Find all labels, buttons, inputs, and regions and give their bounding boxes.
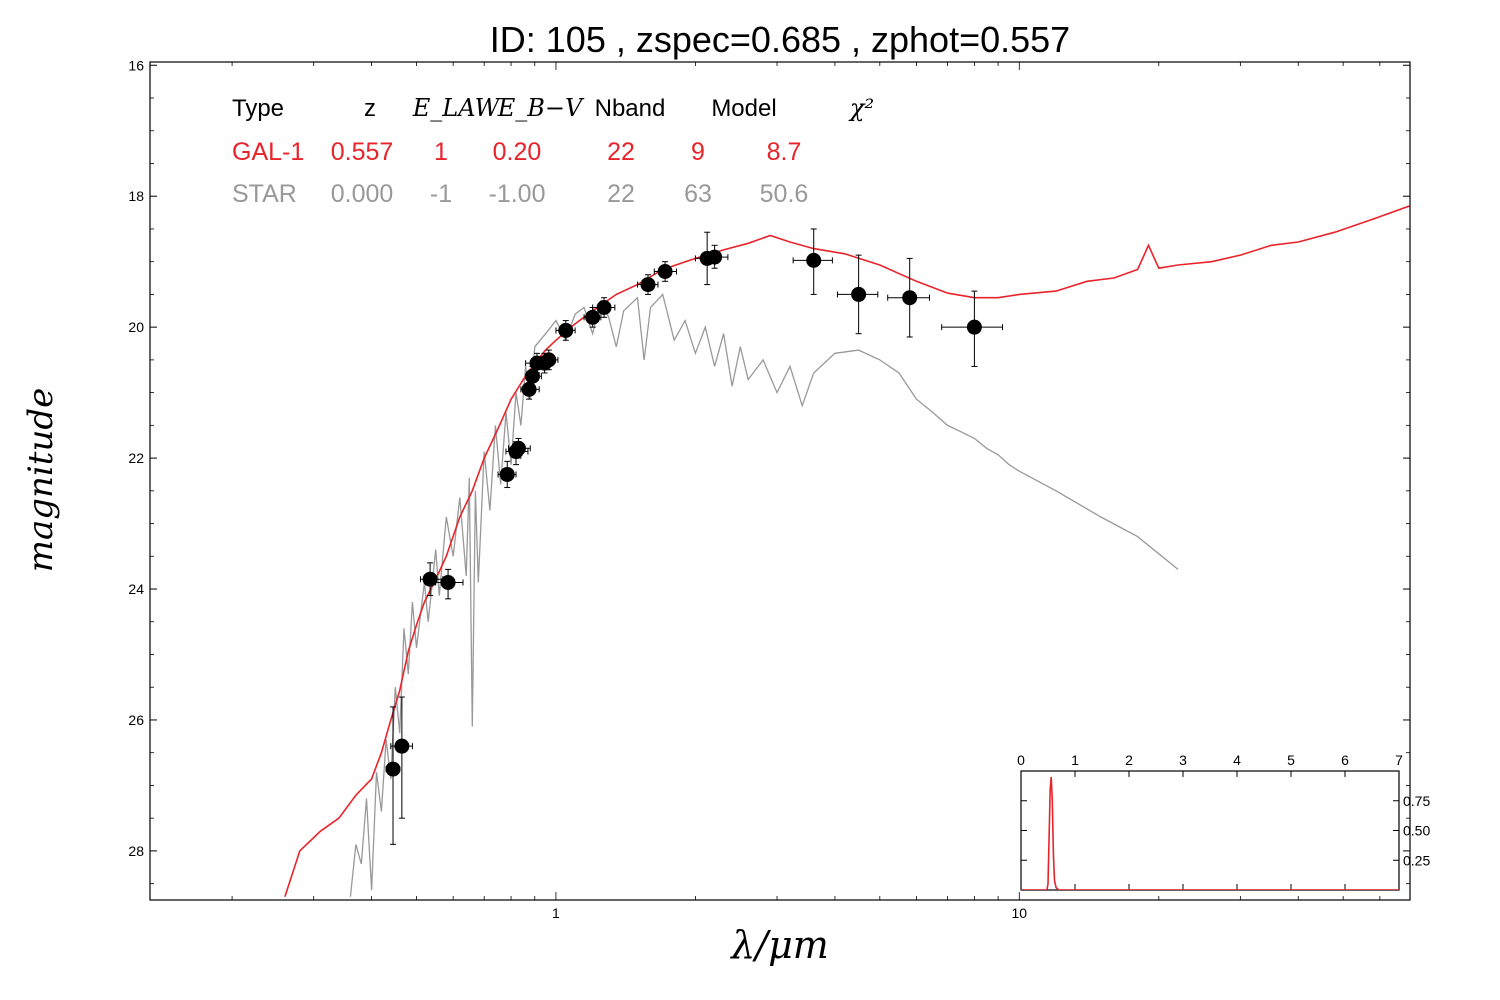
data-point [941,290,1004,367]
data-point-marker [851,286,867,302]
data-point-marker [585,309,601,325]
legend-row-cell: 0.000 [331,180,394,208]
inset-y-tick-label: 0.50 [1403,823,1430,839]
inset-series-layer [1021,776,1399,890]
data-point [385,706,401,845]
legend-header-cell: Nband [595,95,666,122]
legend-row-cell: 1 [434,138,448,166]
data-point-marker [657,264,673,279]
inset-frame [1020,770,1400,891]
data-point [637,274,659,295]
data-point [390,696,413,819]
data-point [555,320,576,341]
data-point-marker [541,352,557,368]
x-tick-label: 10 [1012,905,1028,921]
figure-title: ID: 105 , zspec=0.685 , zphot=0.557 [490,19,1070,60]
y-tick-label: 22 [128,450,144,466]
data-point [583,307,602,328]
x-tick-label: 1 [552,905,560,921]
legend-row-cell: 9 [691,138,705,166]
data-point-marker [394,738,410,754]
data-point [792,228,833,295]
data-point [435,568,464,600]
data-point [653,261,677,282]
x-axis-label: λ/μm [729,923,829,967]
inset-x-tick-label: 6 [1341,752,1349,768]
data-point-marker [521,381,537,397]
data-point-marker [966,319,982,335]
inset-x-tick-label: 0 [1017,752,1025,768]
y-tick-label: 16 [128,57,144,73]
legend-header-cell: z [364,95,376,122]
y-tick-label: 20 [128,319,144,335]
inset-pdz-line [1021,776,1399,890]
legend-header-cell: E_B−V [497,94,585,122]
data-point [508,437,531,459]
legend-row-cell: 63 [684,180,712,208]
inset-x-tick-label: 4 [1233,752,1241,768]
inset-x-tick-label: 3 [1179,752,1187,768]
y-tick-label: 18 [128,188,144,204]
data-point [497,460,517,489]
legend-row-cell: 22 [607,138,635,166]
data-point [592,297,616,318]
inset-y-tick-label: 0.25 [1403,852,1430,868]
pdz-inset: 0 1 2 3 4 5 6 7 0.25 0.50 0.75 [1017,752,1430,891]
legend-header-cell: Model [711,95,776,122]
legend-header-cell: E_LAW [412,94,502,122]
data-point [887,257,930,338]
inset-y-tick-label: 0.75 [1403,793,1430,809]
legend-row-cell: 0.20 [493,138,542,166]
inset-x-tick-label: 5 [1287,752,1295,768]
data-point-marker [440,574,456,590]
data-point-marker [510,440,526,456]
data-point [836,254,879,335]
inset-axis-ticks: 0 1 2 3 4 5 6 7 0.25 0.50 0.75 [1017,752,1430,890]
data-point-marker [902,290,918,306]
data-point [702,244,729,269]
inset-x-tick-label: 2 [1125,752,1133,768]
data-points-layer [385,228,1004,845]
legend-row-cell: 8.7 [767,138,802,166]
star-model-line [349,293,1179,897]
y-tick-label: 24 [128,581,144,597]
data-point-marker [499,466,515,482]
legend-row-cell: GAL-1 [232,138,304,166]
y-tick-label: 28 [128,843,144,859]
legend-row-cell: -1.00 [489,180,546,208]
legend-header-cell: χ² [848,94,874,122]
data-point-marker [707,249,723,265]
data-point-marker [525,368,541,384]
y-tick-label: 26 [128,712,144,728]
legend-row-cell: 0.557 [331,138,394,166]
legend-row-cell: STAR [232,180,297,208]
data-point-marker [558,322,574,338]
legend-row-cell: 22 [607,180,635,208]
y-axis-label: magnitude [21,388,61,573]
legend-header-cell: Type [232,95,284,122]
data-point-marker [596,300,612,316]
legend-row-cell: -1 [430,180,452,208]
inset-x-tick-label: 7 [1395,752,1403,768]
plot-frame [149,61,1411,901]
data-point-marker [640,277,656,293]
inset-x-tick-label: 1 [1071,752,1079,768]
legend-row-cell: 50.6 [760,180,809,208]
data-point-marker [806,252,822,268]
data-point [540,349,559,371]
data-point-marker [422,571,438,587]
data-point-marker [385,761,401,777]
